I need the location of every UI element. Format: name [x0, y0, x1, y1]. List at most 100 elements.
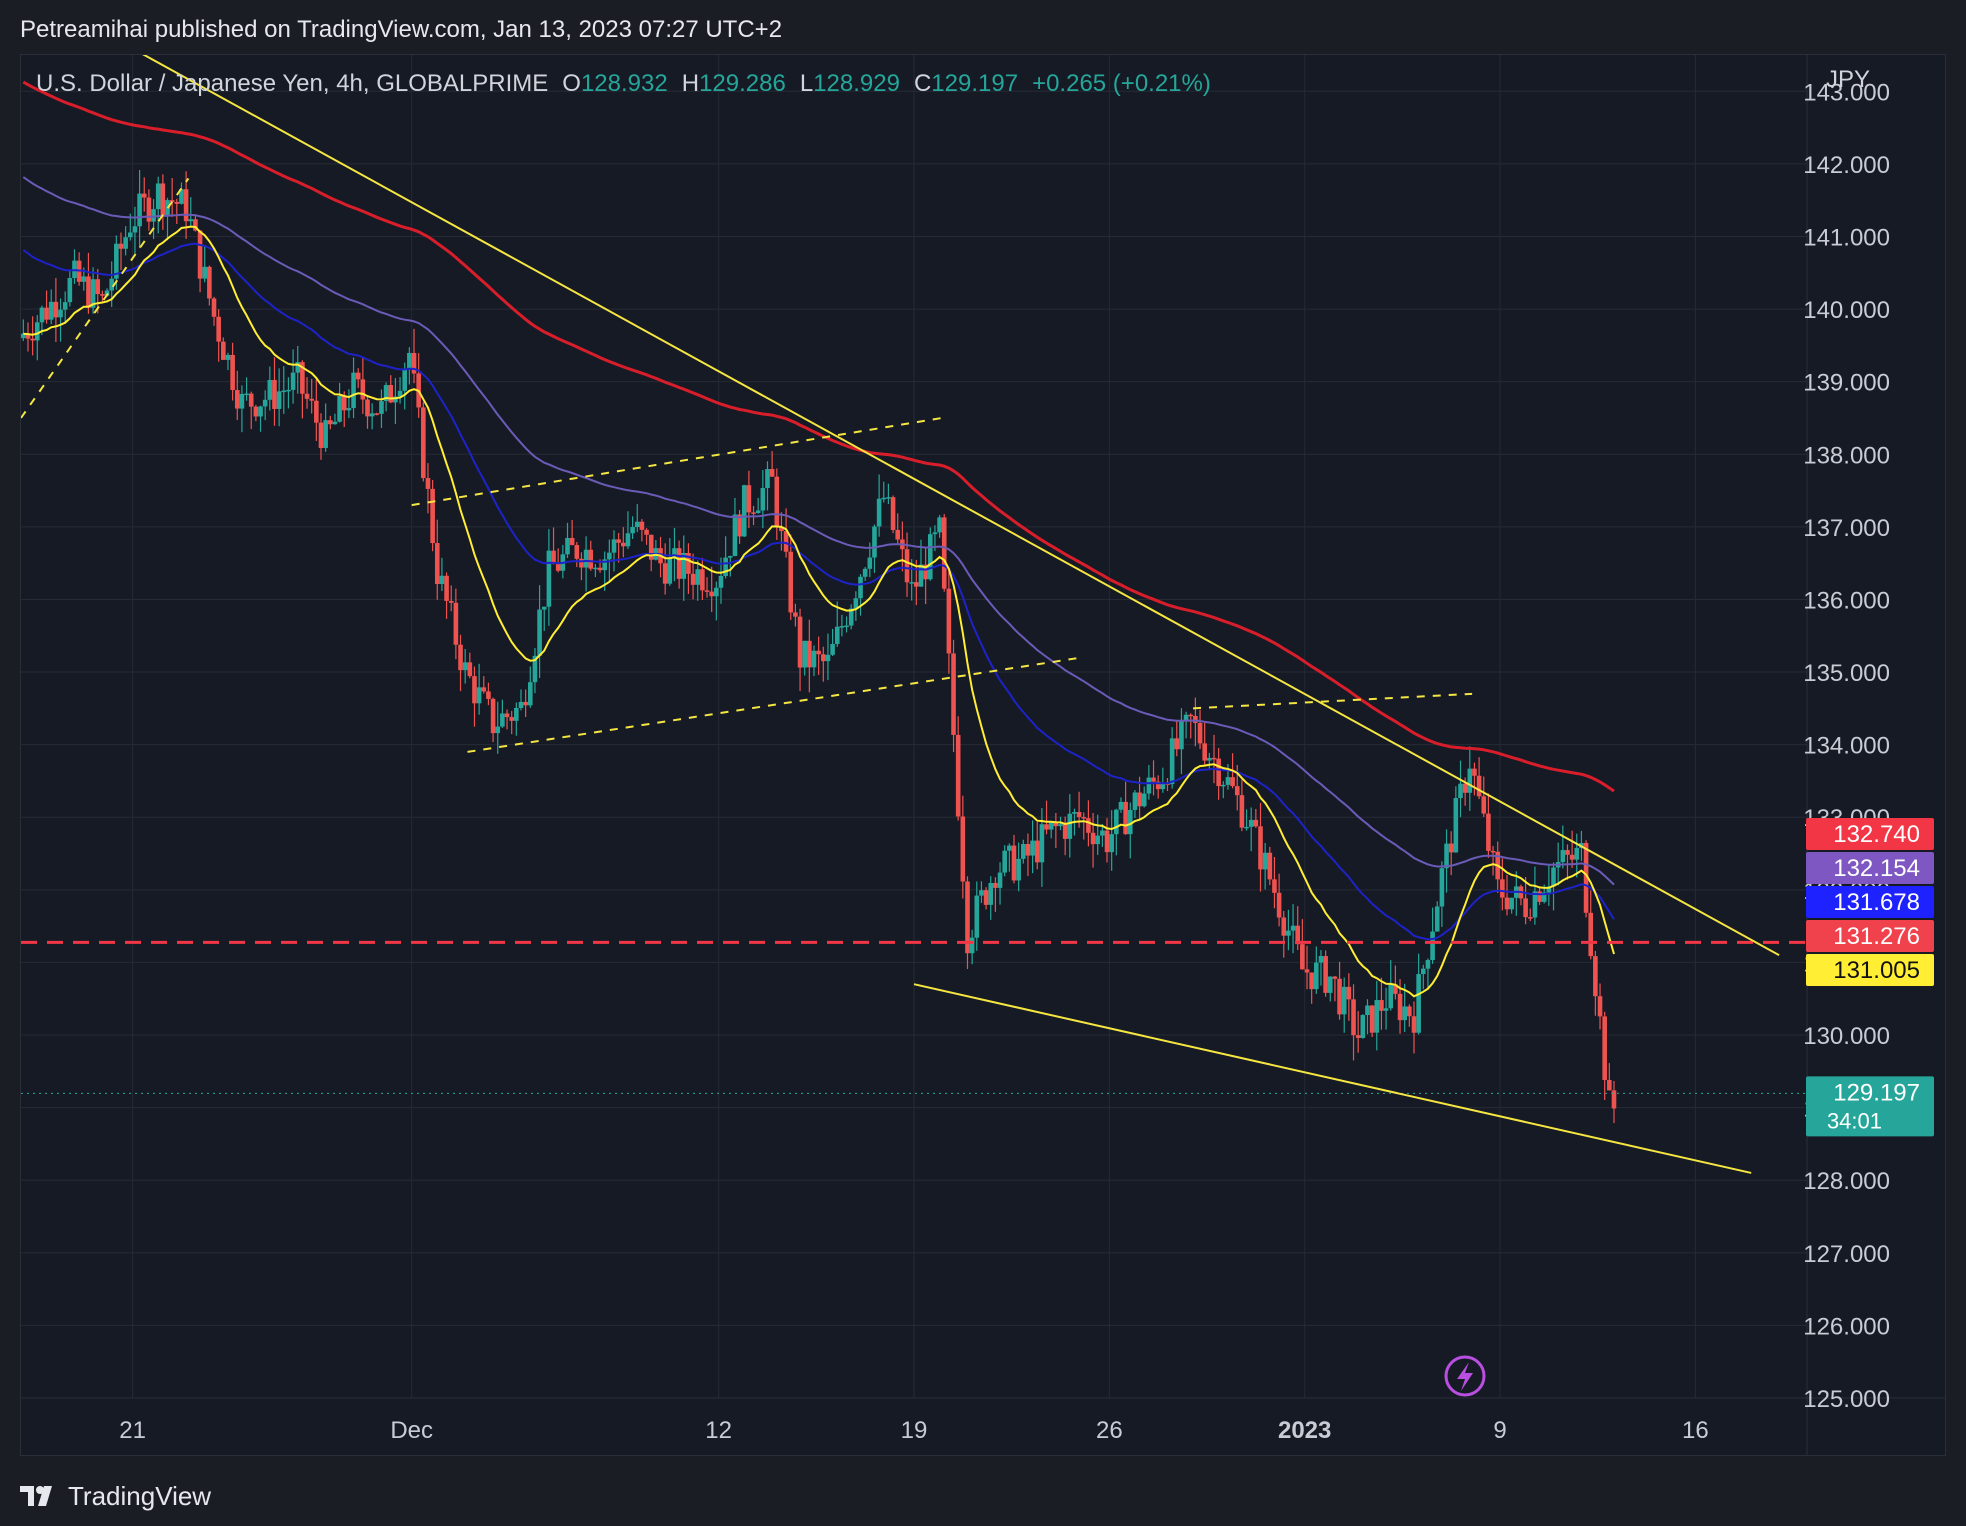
candle-body: [221, 341, 226, 360]
candle-body: [821, 654, 826, 662]
candle-body: [1072, 812, 1077, 814]
candle-body: [946, 588, 952, 654]
trendline: [21, 177, 190, 419]
candle-body: [48, 301, 54, 320]
candle-body: [81, 276, 87, 282]
candle-body: [918, 564, 924, 587]
candle-body: [230, 354, 235, 391]
candle-body: [988, 883, 994, 905]
candle-body: [672, 548, 677, 558]
candle-body: [1118, 801, 1124, 810]
open-value: 128.932: [580, 70, 668, 97]
candle-body: [341, 395, 347, 411]
candle-body: [267, 379, 273, 400]
candle-body: [593, 567, 598, 570]
candle-body: [444, 575, 449, 601]
candle-body: [44, 307, 49, 320]
candle-body: [630, 527, 635, 534]
candle-body: [234, 390, 240, 409]
candle-body: [1597, 996, 1603, 1017]
candle-body: [202, 266, 208, 279]
symbol-legend[interactable]: U.S. Dollar / Japanese Yen, 4h, GLOBALPR…: [36, 70, 1211, 98]
candle-body: [109, 278, 114, 291]
candle-body: [421, 407, 426, 479]
countdown-value: 34:01: [1827, 1108, 1882, 1133]
candle-body: [602, 559, 608, 571]
candle-body: [737, 514, 742, 537]
close-label: C: [913, 70, 932, 97]
candle-body: [969, 937, 975, 954]
candle-body: [1481, 796, 1487, 814]
candle-body: [1155, 781, 1161, 790]
candle-body: [1034, 840, 1040, 863]
candle-body: [732, 514, 738, 557]
candle-body: [1286, 930, 1291, 936]
candle-body: [765, 469, 770, 489]
candle-body: [1109, 834, 1114, 853]
candle-body: [941, 517, 947, 589]
candle-body: [509, 717, 514, 721]
candle-body: [197, 230, 203, 279]
candle-body: [453, 602, 459, 645]
candle-body: [1076, 812, 1082, 818]
last-price-value: 129.197: [1833, 1079, 1920, 1106]
candle-body: [481, 687, 487, 692]
candle-body: [955, 734, 961, 817]
candle-body: [141, 193, 147, 198]
candle-body: [211, 298, 217, 317]
candle-body: [188, 219, 194, 222]
candle-body: [848, 608, 854, 626]
candle-body: [1458, 783, 1463, 799]
chart-frame[interactable]: [20, 54, 1946, 1456]
candle-body: [751, 512, 756, 514]
candle-body: [1053, 821, 1059, 827]
candle-body: [1374, 1000, 1380, 1033]
candle-body: [1565, 850, 1570, 855]
candle-body: [434, 543, 440, 585]
candle-body: [25, 333, 31, 339]
candle-body: [374, 413, 380, 415]
plot-area: [21, 55, 1807, 1174]
lightning-icon[interactable]: [1444, 1355, 1486, 1397]
close-value: 129.197: [931, 70, 1019, 97]
price-badge-value: 132.154: [1833, 855, 1920, 882]
candle-body: [327, 420, 333, 425]
trendline: [411, 416, 943, 507]
candle-body: [1416, 974, 1421, 1033]
candle-body: [1095, 835, 1101, 845]
candle-body: [314, 400, 319, 423]
candle-body: [1267, 852, 1273, 880]
symbol-title[interactable]: U.S. Dollar / Japanese Yen, 4h, GLOBALPR…: [36, 70, 549, 97]
candle-body: [1407, 1006, 1412, 1017]
candle-body: [1369, 1005, 1375, 1033]
candle-body: [1593, 956, 1598, 997]
candle-body: [272, 379, 277, 409]
candle-body: [253, 406, 259, 417]
candle-body: [607, 552, 612, 560]
candle-body: [1220, 784, 1226, 787]
x-tick-label: 21: [119, 1417, 146, 1444]
candle-body: [407, 352, 412, 369]
y-tick-label: 134.000: [1803, 733, 1890, 760]
candle-body: [1509, 897, 1514, 910]
candle-body: [458, 644, 463, 671]
low-value: 128.929: [813, 70, 900, 97]
candle-body: [834, 626, 840, 645]
candle-body: [1276, 892, 1282, 918]
candle-body: [290, 372, 296, 390]
tradingview-logo[interactable]: TradingView: [20, 1478, 211, 1514]
candle-body: [34, 322, 40, 341]
candle-body: [462, 662, 468, 671]
candle-body: [430, 488, 435, 544]
candle-body: [704, 590, 710, 592]
candle-body: [1202, 743, 1207, 761]
candle-body: [527, 682, 533, 706]
moving-average-line: [22, 242, 1615, 941]
candle-body: [1062, 824, 1068, 839]
candle-body: [472, 676, 477, 704]
candle-body: [30, 338, 35, 341]
candle-body: [858, 576, 863, 599]
candle-body: [965, 881, 970, 954]
price-badge-value: 132.740: [1833, 821, 1920, 848]
